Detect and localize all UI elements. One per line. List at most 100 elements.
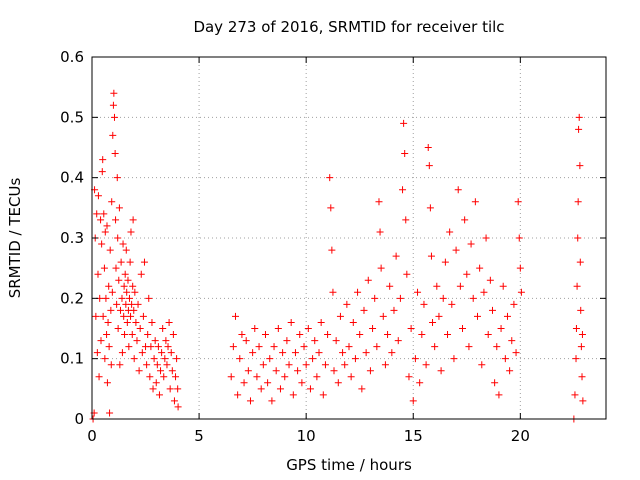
data-point [101,228,109,236]
data-point [125,343,133,351]
data-point [304,325,312,332]
data-point [371,294,379,302]
data-point [296,331,304,339]
data-point [576,258,584,266]
data-point [281,373,289,381]
data-point [300,343,308,351]
data-point [422,361,430,369]
data-point [465,343,473,351]
data-point [313,373,321,381]
x-tick-label: 0 [87,427,97,445]
data-point [463,270,471,278]
y-tick-label: 0.5 [60,108,84,126]
data-point [336,312,344,320]
data-point [341,361,349,369]
data-point [482,234,490,242]
data-point [166,385,174,393]
data-point [402,216,410,224]
data-point [388,349,396,357]
data-point [499,282,507,290]
data-point [244,367,252,375]
data-point [332,337,340,345]
data-point [167,349,175,357]
data-point [234,391,242,399]
data-point [283,337,291,345]
data-point [94,270,102,278]
data-point [229,343,237,351]
data-point [109,131,117,139]
data-point [347,373,355,381]
data-point [238,331,246,339]
data-point [93,210,101,218]
data-point [441,258,449,266]
data-point [155,391,163,399]
data-point [508,337,516,345]
data-point [424,144,432,151]
data-point [148,318,156,326]
data-point [399,186,407,194]
data-point [495,391,503,399]
data-point [375,198,383,206]
data-point [128,331,136,339]
data-point [128,300,136,308]
data-point [251,325,259,332]
data-point [488,306,496,314]
axis-ticks: 0 0.1 0.2 0.3 0.4 0.5 0.6 0 5 10 15 20 [60,48,606,445]
data-point [110,89,118,97]
data-point [112,216,120,224]
data-point [259,361,267,369]
data-point [377,264,385,272]
data-point [379,312,387,320]
data-point [327,204,335,212]
data-point [159,325,167,332]
data-point [326,174,334,182]
data-point [289,391,297,399]
data-point [426,204,434,212]
data-point [98,240,106,248]
data-point [152,379,160,387]
data-point [137,270,145,278]
y-tick-label: 0 [74,410,84,428]
data-point [330,367,338,375]
data-point [474,312,481,320]
data-point [120,282,128,290]
data-point [114,325,122,332]
data-point [356,331,364,339]
data-point [130,355,138,363]
data-point [392,252,400,260]
data-point [321,361,329,369]
data-point [401,150,409,158]
data-point [439,294,447,302]
data-point [115,276,123,284]
data-point [103,379,111,387]
data-point [381,361,389,369]
data-point [118,294,126,302]
data-point [501,355,509,363]
data-point [231,312,239,320]
data-point [409,397,417,405]
data-point [448,300,456,308]
data-point [132,318,140,326]
data-point [97,337,105,345]
data-point [143,361,151,369]
y-tick-label: 0.4 [60,169,84,187]
data-point [435,312,443,320]
data-point [242,337,250,345]
data-point [450,355,458,363]
data-point [573,282,581,290]
data-point [240,379,248,387]
data-point [124,276,132,284]
data-point [140,258,148,266]
data-point [506,367,514,375]
data-point [427,252,435,260]
data-point [373,343,381,351]
data-point [115,204,123,212]
x-tick-label: 20 [511,427,530,445]
data-point [227,373,235,381]
data-point [135,367,143,375]
data-point [92,312,100,320]
data-point [97,216,105,224]
data-point [579,397,587,405]
data-point [574,198,582,206]
